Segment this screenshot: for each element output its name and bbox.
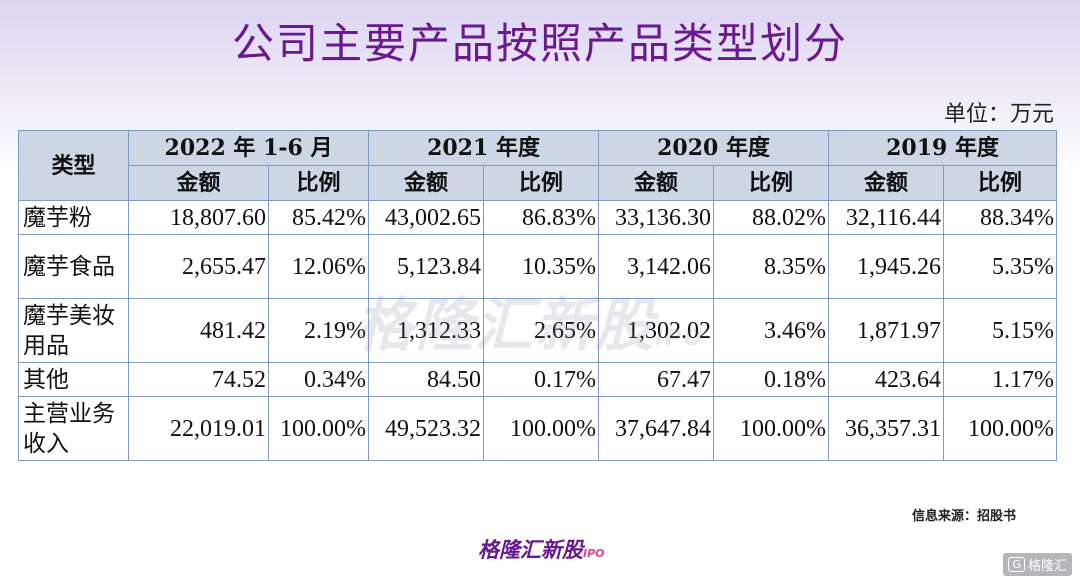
ratio-cell: 2.19% <box>268 298 369 363</box>
table-body: 魔芋粉 18,807.60 85.42% 43,002.65 86.83% 33,136.… <box>18 200 1058 461</box>
category-cell: 魔芋粉 <box>18 200 129 235</box>
ratio-cell: 100.00% <box>482 396 600 461</box>
ratio-cell: 10.35% <box>482 234 600 299</box>
ratio-cell: 85.42% <box>268 200 369 235</box>
table-row: 主营业务收入 22,019.01 100.00% 49,523.32 100.00% 37… <box>18 396 1058 461</box>
ratio-cell: 100.00% <box>713 396 830 461</box>
amount-cell: 1,302.02 <box>598 298 715 363</box>
amount-cell: 1,945.26 <box>828 234 945 299</box>
category-header: 类型 <box>18 130 129 201</box>
amount-header: 金额 <box>598 165 715 201</box>
footer-logo: 格隆汇新股IPO <box>478 534 605 564</box>
table-row: 魔芋美妆用品 481.42 2.19% 1,312.33 2.65% 1,302.02 3.… <box>18 298 1058 363</box>
ratio-cell: 0.17% <box>482 362 600 397</box>
ratio-cell: 0.18% <box>713 362 830 397</box>
ratio-cell: 100.00% <box>943 396 1058 461</box>
brand-icon: G <box>1008 557 1025 572</box>
ratio-cell: 88.02% <box>713 200 830 235</box>
amount-cell: 32,116.44 <box>828 200 945 235</box>
corner-badge-text: 格隆汇 <box>1027 559 1067 574</box>
amount-cell: 3,142.06 <box>598 234 715 299</box>
amount-cell: 36,357.31 <box>828 396 945 461</box>
year-header: 2022 年 1-6 月 <box>128 130 369 166</box>
table-row: 其他 74.52 0.34% 84.50 0.17% 67.47 0.18% 423.64 1.… <box>18 362 1058 397</box>
category-cell: 魔芋美妆用品 <box>18 298 129 363</box>
year-header: 2021 年度 <box>367 130 600 166</box>
page-title: 公司主要产品按照产品类型划分 <box>231 19 848 68</box>
source-note: 信息来源：招股书 <box>911 509 1016 524</box>
amount-cell: 18,807.60 <box>128 200 269 235</box>
ratio-header: 比例 <box>713 165 830 201</box>
amount-cell: 2,655.47 <box>128 234 269 299</box>
year-header: 2019 年度 <box>828 130 1058 166</box>
amount-cell: 37,647.84 <box>598 396 715 461</box>
amount-header: 金额 <box>128 165 269 201</box>
ratio-cell: 100.00% <box>268 396 369 461</box>
amount-cell: 43,002.65 <box>368 200 484 235</box>
ratio-cell: 2.65% <box>482 298 600 363</box>
ratio-cell: 5.15% <box>943 298 1058 363</box>
ratio-cell: 3.46% <box>713 298 830 363</box>
unit-label: 单位：万元 <box>943 102 1054 127</box>
ratio-header: 比例 <box>482 165 600 201</box>
amount-cell: 22,019.01 <box>128 396 269 461</box>
ratio-cell: 86.83% <box>482 200 600 235</box>
table-row: 魔芋粉 18,807.60 85.42% 43,002.65 86.83% 33,136.… <box>18 200 1058 235</box>
amount-cell: 84.50 <box>368 362 484 397</box>
ratio-header: 比例 <box>268 165 369 201</box>
ratio-cell: 5.35% <box>943 234 1058 299</box>
year-header: 2020 年度 <box>598 130 830 166</box>
ratio-cell: 8.35% <box>713 234 830 299</box>
ratio-cell: 88.34% <box>943 200 1058 235</box>
amount-header: 金额 <box>828 165 945 201</box>
table-row: 魔芋食品 2,655.47 12.06% 5,123.84 10.35% 3,142.06… <box>18 234 1058 299</box>
amount-cell: 481.42 <box>128 298 269 363</box>
product-revenue-table: 类型 2022 年 1-6 月 2021 年度 2020 年度 2019 年度 … <box>18 130 1058 461</box>
header-row-years: 类型 2022 年 1-6 月 2021 年度 2020 年度 2019 年度 <box>18 130 1058 201</box>
amount-cell: 74.52 <box>128 362 269 397</box>
ratio-cell: 0.34% <box>268 362 369 397</box>
ratio-header: 比例 <box>943 165 1058 201</box>
amount-cell: 1,871.97 <box>828 298 945 363</box>
footer-logo-text: 格隆汇新股 <box>478 538 583 562</box>
ratio-cell: 12.06% <box>268 234 369 299</box>
category-cell: 其他 <box>18 362 129 397</box>
footer-logo-suffix: IPO <box>583 547 605 560</box>
amount-cell: 49,523.32 <box>368 396 484 461</box>
amount-cell: 67.47 <box>598 362 715 397</box>
category-cell: 魔芋食品 <box>18 234 129 299</box>
category-cell: 主营业务收入 <box>18 396 129 461</box>
amount-cell: 1,312.33 <box>368 298 484 363</box>
amount-cell: 5,123.84 <box>368 234 484 299</box>
amount-header: 金额 <box>368 165 484 201</box>
header-row-subheaders: 金额 比例 金额 比例 金额 比例 金额 比例 <box>19 165 1058 201</box>
ratio-cell: 1.17% <box>943 362 1058 397</box>
amount-cell: 423.64 <box>828 362 945 397</box>
amount-cell: 33,136.30 <box>598 200 715 235</box>
corner-badge: G 格隆汇 <box>1003 553 1072 576</box>
